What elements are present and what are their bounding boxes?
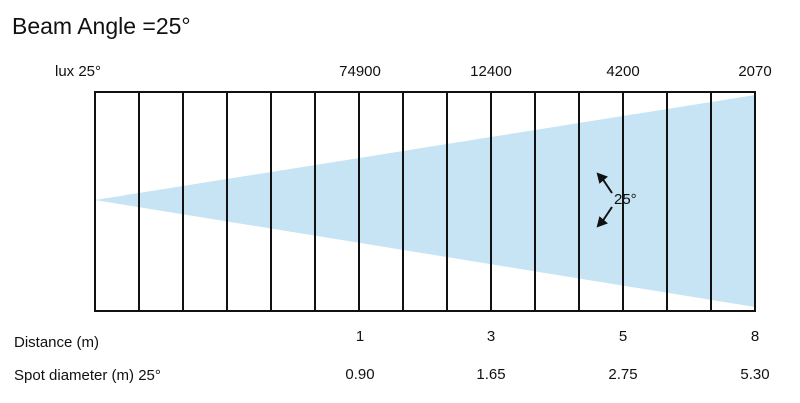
distance-label: Distance (m) bbox=[14, 334, 99, 351]
grid bbox=[94, 91, 756, 312]
title: Beam Angle =25° bbox=[12, 13, 191, 39]
angle-marker bbox=[596, 172, 613, 228]
spot-value: 2.75 bbox=[608, 366, 637, 383]
distance-value: 5 bbox=[619, 328, 627, 345]
lux-value: 2070 bbox=[738, 63, 771, 80]
spot-label: Spot diameter (m) 25° bbox=[14, 367, 161, 384]
lux-value: 12400 bbox=[470, 63, 512, 80]
spot-value: 1.65 bbox=[476, 366, 505, 383]
distance-value: 3 bbox=[487, 328, 495, 345]
beam-cone bbox=[95, 95, 755, 307]
distance-value: 1 bbox=[356, 328, 364, 345]
distance-value: 8 bbox=[751, 328, 759, 345]
frame bbox=[94, 91, 756, 312]
spot-value: 5.30 bbox=[740, 366, 769, 383]
angle-label: 25° bbox=[614, 191, 637, 208]
lux-value: 4200 bbox=[606, 63, 639, 80]
spot-value: 0.90 bbox=[345, 366, 374, 383]
lux-label: lux 25° bbox=[55, 63, 101, 80]
lux-value: 74900 bbox=[339, 63, 381, 80]
